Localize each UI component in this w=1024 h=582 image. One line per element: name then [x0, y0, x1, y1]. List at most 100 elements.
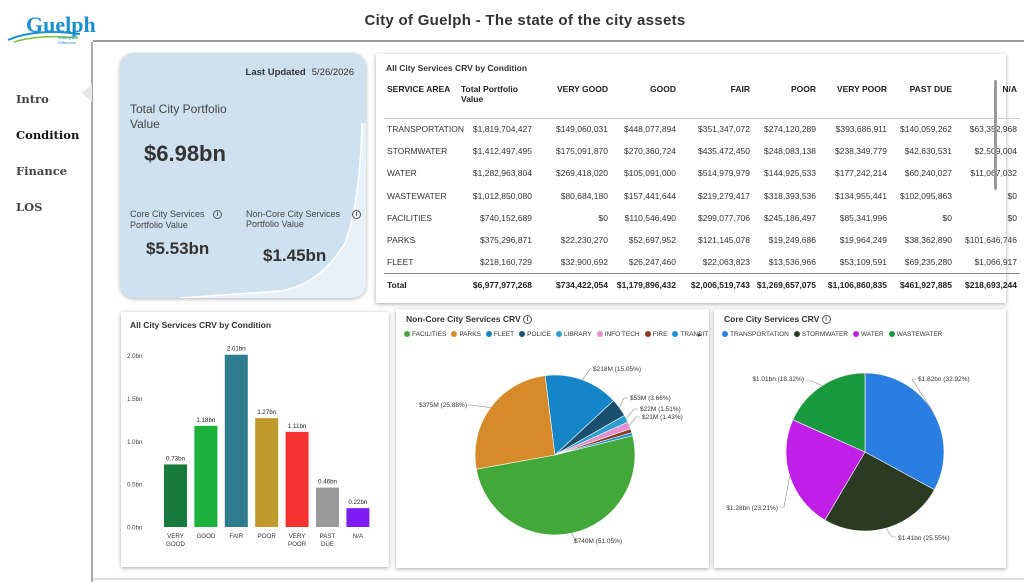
info-icon[interactable]: i [352, 210, 361, 219]
y-tick-label: 0.0bn [127, 525, 143, 532]
legend-item[interactable]: TRANSIT [672, 331, 708, 338]
noncore-portfolio-value: $1.45bn [263, 246, 327, 265]
column-header[interactable]: N/A [955, 82, 1020, 119]
legend-next-icon[interactable]: ▸ [698, 332, 702, 339]
column-header[interactable]: Total Portfolio Value [458, 82, 535, 119]
table-row[interactable]: WATER $1,282,963,804 $269,418,020 $105,091,… [384, 162, 1020, 184]
table-cell: $26,247,460 [628, 256, 676, 267]
bar-chart-card: All City Services CRV by Condition 0.0bn… [121, 312, 389, 567]
nav-item-intro[interactable]: Intro [16, 92, 49, 106]
table-cell: $157,441,644 [624, 190, 676, 201]
table-row[interactable]: STORMWATER $1,412,497,495 $175,091,870 $270… [384, 140, 1020, 162]
table-cell: $177,242,214 [835, 168, 887, 179]
column-header[interactable]: GOOD [611, 82, 679, 119]
table-cell: $1,282,963,804 [472, 168, 532, 179]
table-cell: $101,646,746 [965, 235, 1017, 246]
pie-slice[interactable] [475, 435, 636, 536]
y-tick-label: 1.5bn [127, 396, 143, 403]
table-cell: $121,145,078 [698, 235, 750, 246]
table-cell: $740,152,689 [480, 212, 532, 223]
table-cell: WATER [387, 168, 417, 179]
table-cell: $318,393,536 [764, 190, 816, 201]
pie-slice[interactable] [554, 432, 633, 456]
header-divider [93, 40, 1024, 42]
kpi-card: Last Updated 5/26/2026 Total City Portfol… [120, 53, 366, 298]
pie-slice[interactable] [785, 419, 866, 521]
table-cell: $22,063,823 [702, 256, 750, 267]
column-header[interactable]: POOR [753, 82, 819, 119]
y-tick-label: 2.0bn [127, 353, 143, 360]
total-cell: $1,106,860,835 [819, 272, 890, 296]
table-row[interactable]: TRANSPORTATION $1,819,704,427 $149,060,031… [384, 118, 1020, 140]
bar [224, 354, 248, 527]
table-title: All City Services CRV by Condition [386, 63, 528, 73]
table-scrollbar[interactable] [994, 80, 997, 190]
table-cell: FACILITIES [387, 212, 432, 223]
pie-data-label: $1.01bn (18.32%) [752, 376, 804, 383]
legend-item[interactable]: PARKS [451, 331, 481, 338]
legend-item[interactable]: FIRE [644, 331, 667, 338]
bar [194, 425, 218, 527]
legend-item[interactable]: POLICE [519, 331, 551, 338]
legend-label: INFO TECH [604, 331, 640, 338]
legend-label: PARKS [459, 331, 481, 338]
table-header-row: SERVICE AREA Total Portfolio Value VERY GO… [384, 82, 1020, 119]
table-row[interactable]: WASTEWATER $1,012,850,080 $80,684,180 $157,… [384, 185, 1020, 207]
pie-slice[interactable] [474, 375, 556, 470]
table-cell: $19,964,249 [839, 235, 887, 246]
table-row[interactable]: FLEET $218,160,729 $32,900,692 $26,247,460 $… [384, 251, 1020, 273]
legend-item[interactable]: WATER [852, 331, 884, 338]
table-cell: $140,059,262 [900, 124, 952, 135]
legend-dot-icon [596, 331, 603, 337]
table-cell: FLEET [387, 256, 414, 267]
legend-dot-icon [555, 331, 562, 337]
footer-divider [93, 578, 1024, 580]
table-cell: $0 [598, 212, 608, 223]
bar-chart-title: All City Services CRV by Condition [130, 320, 272, 330]
column-header[interactable]: PAST DUE [890, 82, 955, 119]
y-tick-label: 1.0bn [127, 439, 143, 446]
table-cell: $448,077,894 [624, 124, 676, 135]
crv-table-card: All City Services CRV by Condition SERVI… [376, 54, 1020, 303]
pie-leader-line [629, 416, 640, 426]
column-header[interactable]: VERY POOR [819, 82, 890, 119]
table-cell: WASTEWATER [387, 190, 447, 201]
table-cell: $219,279,417 [698, 190, 750, 201]
legend-item[interactable]: FLEET [485, 331, 514, 338]
column-header[interactable]: SERVICE AREA [384, 82, 458, 119]
table-cell: $53,109,591 [839, 256, 887, 267]
bar-data-label: 0.22bn [348, 499, 367, 506]
nav-item-los[interactable]: LOS [16, 200, 43, 214]
legend-dot-icon [644, 331, 651, 337]
legend-item[interactable]: LIBRARY [555, 331, 592, 338]
column-header[interactable]: FAIR [679, 82, 753, 119]
pie-slice[interactable] [544, 374, 615, 456]
info-icon[interactable]: i [523, 315, 533, 325]
table-cell: $102,095,863 [900, 190, 952, 201]
legend-item[interactable]: STORMWATER [793, 331, 848, 338]
legend-item[interactable]: FACILITIES [404, 331, 446, 338]
total-cell: $734,422,054 [535, 272, 611, 296]
legend-item[interactable]: WASTEWATER [888, 331, 942, 338]
info-icon[interactable]: i [213, 210, 222, 219]
pie-slice[interactable] [792, 372, 866, 453]
nav-item-condition[interactable]: Condition [16, 128, 80, 142]
x-tick-label: PAST [320, 533, 336, 540]
table-cell: $248,083,138 [764, 146, 816, 157]
legend-dot-icon [404, 331, 410, 337]
legend-dot-icon [722, 331, 728, 337]
table-cell: $514,979,979 [698, 168, 750, 179]
info-icon[interactable]: i [821, 315, 831, 325]
legend-label: WATER [860, 331, 884, 338]
legend-item[interactable]: TRANSPORTATION [722, 331, 789, 338]
pie-leader-line [911, 378, 934, 412]
core-portfolio-value: $5.53bn [146, 239, 210, 258]
noncore-pie-card: Non-Core City Services CRV i FACILITIES P… [396, 309, 709, 568]
table-row[interactable]: FACILITIES $740,152,689 $0 $110,546,490 $299… [384, 207, 1020, 229]
legend-item[interactable]: INFO TECH [596, 331, 640, 338]
pie-data-label: $1.28bn (23.21%) [726, 505, 778, 512]
column-header[interactable]: VERY GOOD [535, 82, 611, 119]
nav-item-finance[interactable]: Finance [16, 164, 68, 178]
table-row[interactable]: PARKS $375,296,871 $22,230,270 $52,697,952 $… [384, 229, 1020, 251]
table-cell: $0 [1007, 190, 1017, 201]
